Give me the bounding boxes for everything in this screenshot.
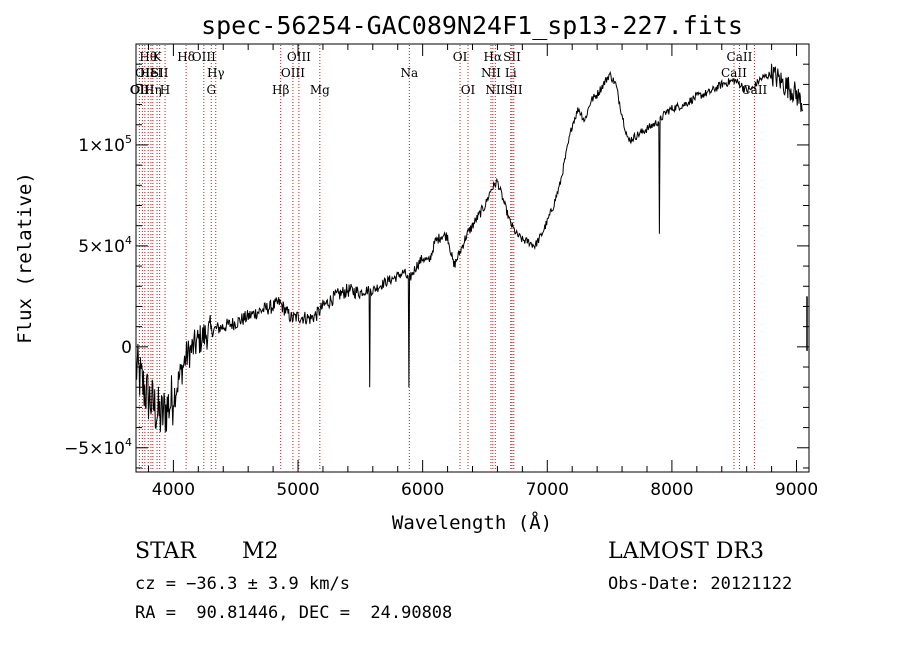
spectral-line-label: OIII <box>192 50 216 64</box>
x-axis-label: Wavelength (Å) <box>392 511 552 534</box>
spectral-line-label: G <box>206 83 216 97</box>
spectral-line-label: CaII <box>741 83 767 97</box>
coordinates: RA = 90.81446, DEC = 24.90808 <box>135 603 453 623</box>
y-tick-label: 0 <box>121 338 132 358</box>
spectral-line-label: OIII <box>281 66 305 80</box>
spectral-line-label: Li <box>505 66 517 80</box>
spectral-line-label: Hα <box>484 50 503 64</box>
x-tick-label: 6000 <box>401 480 444 500</box>
spectral-line-label: K <box>153 50 163 64</box>
x-tick-label: 5000 <box>276 480 319 500</box>
spectral-line-label: CaII <box>721 66 747 80</box>
chart-title: spec-56254-GAC089N24F1_sp13-227.fits <box>201 11 743 40</box>
spectral-line-label: Hβ <box>272 83 289 97</box>
spectral-line-label: OI <box>461 83 476 97</box>
x-tick-label: 4000 <box>152 480 195 500</box>
spectral-line-label: OI <box>453 50 468 64</box>
survey-name: LAMOST DR3 <box>608 539 764 564</box>
y-tick-label: −5×104 <box>64 436 132 459</box>
spectral-line-label: H <box>160 83 170 97</box>
spectral-line-label: Mg <box>310 83 330 97</box>
observation-date: Obs-Date: 20121122 <box>608 574 793 594</box>
object-subclass: M2 <box>242 539 279 564</box>
spectral-line-label: CaII <box>727 50 753 64</box>
x-tick-label: 7000 <box>526 480 569 500</box>
y-tick-label: 1×105 <box>78 133 132 156</box>
x-tick-label: 8000 <box>650 480 693 500</box>
spectral-line-label: SII <box>151 66 169 80</box>
object-class: STAR <box>135 539 196 564</box>
spectral-line-label: SII <box>505 83 523 97</box>
spectral-line-label: Hδ <box>177 50 195 64</box>
spectral-line-label: Hγ <box>207 66 225 80</box>
x-tick-label: 9000 <box>775 480 818 500</box>
spectral-line-markers: OIIOIIIOIIHθHeIHηKSIIHHδOIIIGHγHβOIIIOII… <box>130 45 768 471</box>
plot-frame <box>135 43 810 473</box>
spectral-line-label: SII <box>503 50 521 64</box>
y-tick-label: 5×104 <box>78 234 132 257</box>
spectral-line-label: NII <box>485 83 505 97</box>
spectral-line-label: Na <box>400 66 418 80</box>
redshift-cz: cz = −36.3 ± 3.9 km/s <box>135 574 350 594</box>
series-layer <box>135 63 808 433</box>
spectral-line-label: OIII <box>287 50 311 64</box>
spectrum-line <box>135 63 804 433</box>
axis-ticks: 4000 5000 6000 7000 8000 9000 −5×104 0 5×104 1×10… <box>64 44 818 500</box>
spectral-line-label: OII <box>135 66 155 80</box>
y-axis-label: Flux (relative) <box>14 172 36 344</box>
spectral-line-label: NII <box>481 66 501 80</box>
